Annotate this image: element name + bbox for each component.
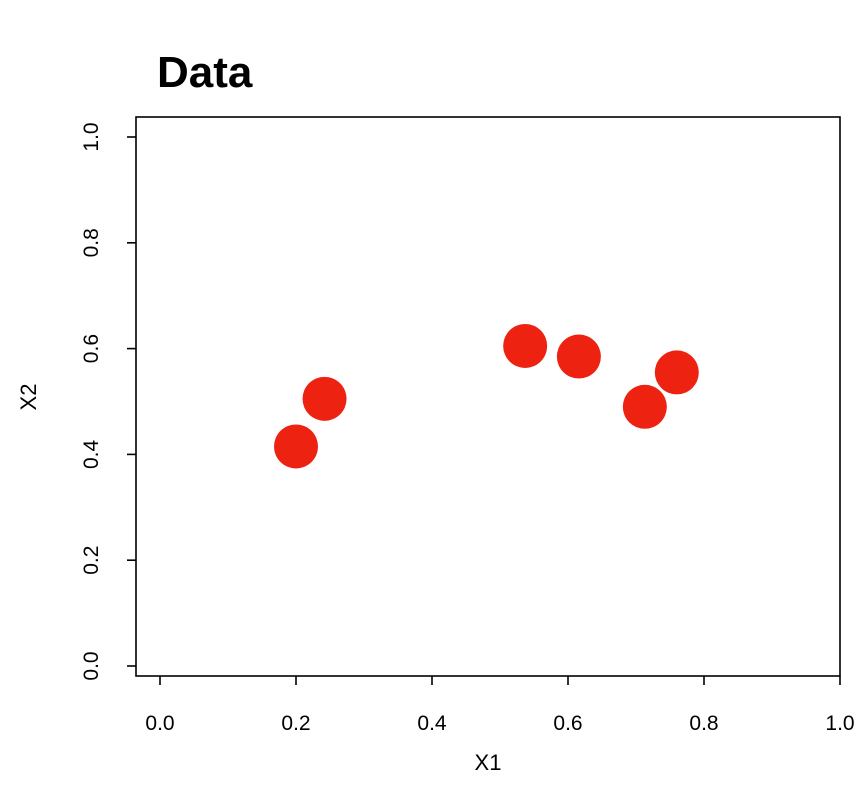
data-points	[274, 323, 699, 469]
data-point	[654, 350, 699, 395]
x-tick-label: 1.0	[825, 712, 854, 735]
x-axis-label: X1	[475, 750, 502, 775]
y-axis: 0.0 0.2 0.4 0.6 0.8 1.0	[80, 122, 136, 681]
y-tick-label: 0.6	[80, 334, 103, 363]
x-tick-label: 0.8	[689, 712, 718, 735]
x-tick-label: 0.2	[281, 712, 310, 735]
data-point	[503, 323, 548, 368]
plot-frame	[135, 116, 841, 677]
x-tick-label: 0.0	[145, 712, 174, 735]
chart-title: Data	[157, 48, 253, 97]
y-tick-label: 1.0	[80, 122, 103, 151]
y-tick-label: 0.8	[80, 228, 103, 257]
data-point	[274, 424, 318, 469]
x-tick-label: 0.6	[553, 712, 582, 735]
y-tick-label: 0.4	[80, 439, 103, 469]
y-tick-label: 0.2	[80, 546, 103, 575]
data-point	[622, 384, 667, 429]
x-axis: 0.0 0.2 0.4 0.6 0.8 1.0	[145, 676, 855, 735]
data-point	[302, 376, 347, 421]
y-tick-label: 0.0	[80, 651, 103, 680]
y-axis-label: X2	[16, 384, 41, 411]
x-tick-label: 0.4	[417, 712, 447, 735]
data-point	[556, 334, 601, 379]
